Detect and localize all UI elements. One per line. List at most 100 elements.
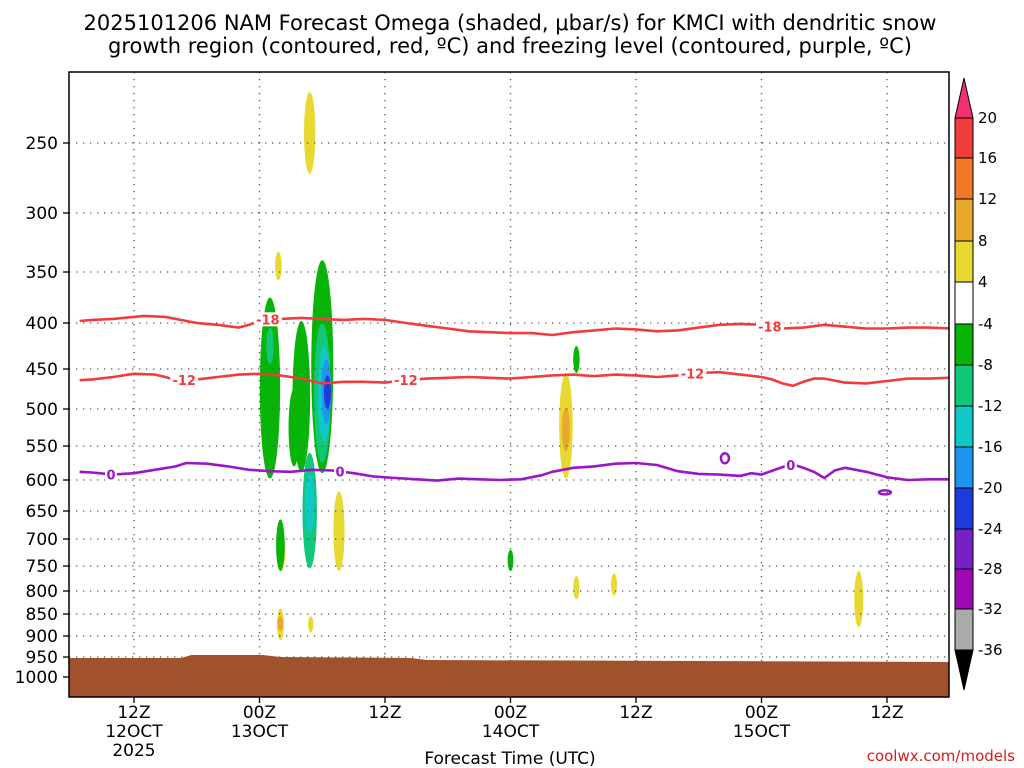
x-tick-label: 00Z [243, 703, 276, 723]
colorbar-level-label: 16 [978, 149, 997, 167]
y-tick-label: 250 [26, 134, 58, 154]
omega-blob-10 [611, 573, 618, 596]
colorbar-level-label: -16 [978, 438, 1003, 456]
contour-label-freezing-level: 0 [106, 468, 115, 483]
colorbar-level-label: 4 [978, 273, 988, 291]
colorbar-swatch [954, 117, 974, 159]
contour-freezing-level [79, 461, 949, 482]
ground-layer [69, 655, 949, 697]
colorbar-swatch [954, 608, 974, 651]
colorbar-level-label: -36 [978, 641, 1003, 659]
omega-blob-15 [276, 519, 285, 571]
contour-dgz-minus-12 [79, 370, 949, 388]
x-tick-label: 12Z [619, 703, 652, 723]
contour-dgz-minus-18 [79, 314, 949, 337]
colorbar-swatch [954, 240, 974, 283]
colorbar: 20 16 12 8 4 -4 -8 -12 -16 -20 -24 -28 -32 -36 [954, 77, 1003, 691]
omega-blob-22 [323, 375, 331, 410]
y-tick-label: 1000 [15, 668, 58, 688]
colorbar-level-label: -4 [978, 315, 993, 333]
plot-background [69, 72, 949, 697]
contour-label-dgz-minus-12: -12 [394, 374, 418, 389]
chart-title-line-1: 2025101206 NAM Forecast Omega (shaded, μ… [84, 11, 937, 35]
x-tick-label: 15OCT [733, 722, 791, 742]
omega-blob-23 [266, 327, 274, 365]
y-tick-label: 500 [26, 400, 58, 420]
y-tick-label: 650 [26, 502, 58, 522]
y-tick-label: 550 [26, 437, 58, 457]
ground-band [69, 655, 949, 697]
colorbar-swatch [954, 198, 974, 242]
y-tick-label: 600 [26, 471, 58, 491]
omega-blob-18 [304, 473, 315, 534]
omega-blob-8 [561, 407, 570, 452]
colorbar-level-label: 12 [978, 190, 997, 208]
contour-label-dgz-minus-18: -18 [256, 313, 280, 328]
omega-blob-1 [275, 251, 282, 281]
colorbar-swatch [954, 568, 974, 610]
chart-title-line-2: growth region (contoured, red, ºC) and f… [108, 34, 912, 58]
x-tick-label: 00Z [494, 703, 527, 723]
omega-shading [259, 91, 864, 641]
y-tick-label: 350 [26, 263, 58, 283]
contour-label-dgz-minus-12: -12 [172, 374, 196, 389]
colorbar-level-label: -12 [978, 397, 1003, 415]
contour-label-bg [104, 467, 117, 482]
freezing-loop-0 [719, 451, 731, 465]
y-tick-label: 950 [26, 648, 58, 668]
plot-area [69, 72, 949, 697]
contour-label-freezing-level: 0 [336, 465, 345, 480]
y-tick-label: 800 [26, 582, 58, 602]
omega-blob-6 [333, 491, 345, 571]
colorbar-swatch [954, 487, 974, 530]
omega-blob-9 [573, 576, 580, 600]
colorbar-swatch [954, 446, 974, 489]
omega-blob-16 [288, 389, 300, 467]
contour-label-freezing-level: 0 [786, 459, 795, 474]
omega-blob-12 [259, 297, 281, 479]
colorbar-swatch [954, 364, 974, 407]
colorbar-swatch [954, 405, 974, 448]
colorbar-level-label: 20 [978, 109, 997, 127]
x-tick-label: 00Z [745, 703, 778, 723]
colorbar-swatch [954, 157, 974, 200]
x-tick-label: 12Z [870, 703, 903, 723]
plot-border [68, 71, 950, 698]
x-axis-label: Forecast Time (UTC) [424, 749, 595, 768]
y-tick-label: 750 [26, 557, 58, 577]
contour-label-bg [755, 319, 784, 334]
contour-label-bg [253, 312, 282, 327]
omega-blob-24 [507, 549, 514, 572]
contour-label-bg [334, 464, 347, 479]
colorbar-arrow-bottom [954, 649, 974, 691]
colorbar-swatch [954, 323, 974, 366]
y-axis: 2503003504004505005506006507007508008509… [15, 134, 69, 688]
colorbar-swatch [954, 281, 974, 325]
colorbar-swatch [954, 528, 974, 570]
y-tick-label: 900 [26, 627, 58, 647]
x-tick-label: 13OCT [231, 722, 289, 742]
contour-lines: -18 -18 -12 -12 -12 0 0 0 [79, 312, 949, 496]
colorbar-level-label: -32 [978, 600, 1003, 618]
x-tick-label: 12OCT [105, 722, 163, 742]
x-tick-label: 14OCT [482, 722, 540, 742]
plot-frame [68, 71, 950, 698]
x-tick-label: 12Z [117, 703, 150, 723]
colorbar-level-label: -28 [978, 560, 1003, 578]
y-tick-label: 450 [26, 360, 58, 380]
colorbar-level-label: -20 [978, 479, 1003, 497]
colorbar-level-label: -8 [978, 356, 993, 374]
colorbar-level-label: -24 [978, 520, 1003, 538]
colorbar-level-label: 8 [978, 232, 988, 250]
contour-label-bg [170, 372, 199, 387]
freezing-loop-1 [877, 489, 893, 496]
y-tick-label: 300 [26, 204, 58, 224]
omega-blob-11 [854, 571, 864, 628]
x-tick-label: 12Z [368, 703, 401, 723]
x-tick-label: 2025 [112, 741, 155, 761]
contour-label-bg [678, 366, 707, 381]
y-tick-label: 850 [26, 605, 58, 625]
contour-label-dgz-minus-18: -18 [758, 320, 782, 335]
omega-blob-0 [304, 91, 316, 174]
